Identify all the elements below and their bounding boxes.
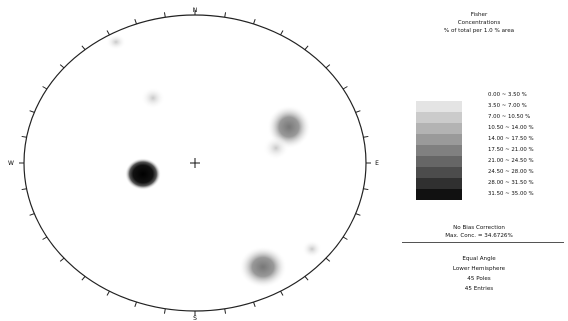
west-label: W [8, 160, 14, 167]
azimuth-tick [59, 64, 65, 69]
azimuth-tick [363, 135, 369, 138]
legend-range-label: 31.50 ~ 35.00 % [488, 191, 534, 197]
legend-divider [402, 242, 564, 243]
contour-southeast [302, 240, 322, 258]
north-label: N [193, 7, 198, 14]
azimuth-tick [42, 236, 48, 240]
azimuth-ticks [19, 10, 371, 316]
azimuth-tick [280, 290, 284, 296]
azimuth-tick [253, 19, 256, 25]
azimuth-tick [81, 276, 86, 281]
legend-range-label: 21.00 ~ 24.50 % [488, 158, 534, 164]
azimuth-tick [304, 276, 309, 281]
azimuth-tick [21, 135, 27, 138]
legend-swatch [416, 134, 462, 145]
azimuth-tick [134, 19, 137, 25]
azimuth-tick [163, 12, 166, 18]
entries-count: 45 Entries [464, 286, 494, 292]
projection-type: Equal Angle [462, 256, 496, 262]
azimuth-tick [342, 236, 348, 240]
legend-title-1: Fisher [470, 12, 488, 18]
legend-range-label: 14.00 ~ 17.50 % [488, 136, 534, 142]
legend-range-label: 10.50 ~ 14.00 % [488, 125, 534, 131]
azimuth-tick [363, 188, 369, 191]
bias-note: No Bias Correction [453, 225, 505, 231]
legend-swatch [416, 167, 462, 178]
legend-range-label: 24.50 ~ 28.00 % [488, 169, 534, 175]
legend-range-label: 28.00 ~ 31.50 % [488, 180, 534, 186]
legend-swatch [416, 189, 462, 200]
azimuth-tick [325, 257, 331, 262]
color-scale [416, 90, 462, 200]
legend-range-label: 17.50 ~ 21.00 % [488, 147, 534, 153]
azimuth-tick [81, 45, 86, 50]
legend-swatch [416, 156, 462, 167]
stereonet-plot: N S E W [8, 7, 379, 321]
legend-swatch [416, 145, 462, 156]
legend-swatch [416, 112, 462, 123]
east-label: E [375, 160, 379, 167]
azimuth-tick [29, 213, 35, 216]
max-concentration: Max. Conc. = 34.6726% [445, 233, 513, 239]
legend-title-3: % of total per 1.0 % area [443, 28, 515, 34]
azimuth-tick [106, 290, 110, 296]
legend-range-label: 3.50 ~ 7.00 % [488, 103, 527, 109]
legend-swatch [416, 101, 462, 112]
legend-title-2: Concentrations [457, 20, 501, 26]
concentration-contours [106, 34, 322, 288]
center-cross [190, 158, 200, 168]
legend-swatch [416, 123, 462, 134]
azimuth-tick [42, 86, 48, 90]
south-label: S [193, 315, 197, 321]
azimuth-tick [280, 30, 284, 36]
contour-south [239, 246, 287, 288]
azimuth-tick [163, 308, 166, 314]
azimuth-tick [304, 45, 309, 50]
azimuth-tick [253, 301, 256, 307]
legend-panel: Fisher Concentrations % of total per 1.0… [390, 0, 568, 321]
azimuth-tick [325, 64, 331, 69]
legend-swatch [416, 178, 462, 189]
poles-count: 45 Poles [467, 276, 491, 282]
legend-swatch [416, 90, 462, 101]
azimuth-tick [134, 301, 137, 307]
contour-north [141, 87, 165, 109]
azimuth-tick [224, 12, 227, 18]
azimuth-tick [355, 110, 361, 113]
azimuth-tick [29, 110, 35, 113]
azimuth-tick [342, 86, 348, 90]
azimuth-tick [355, 213, 361, 216]
azimuth-tick [59, 257, 65, 262]
legend-range-label: 7.00 ~ 10.50 % [488, 114, 531, 120]
contour-northwest [106, 34, 126, 50]
azimuth-tick [21, 188, 27, 191]
contour-max [125, 158, 161, 190]
azimuth-tick [224, 308, 227, 314]
legend-range-label: 0.00 ~ 3.50 % [488, 92, 527, 98]
hemisphere: Lower Hemisphere [452, 266, 506, 272]
contour-east-low [263, 136, 289, 160]
azimuth-tick [106, 30, 110, 36]
